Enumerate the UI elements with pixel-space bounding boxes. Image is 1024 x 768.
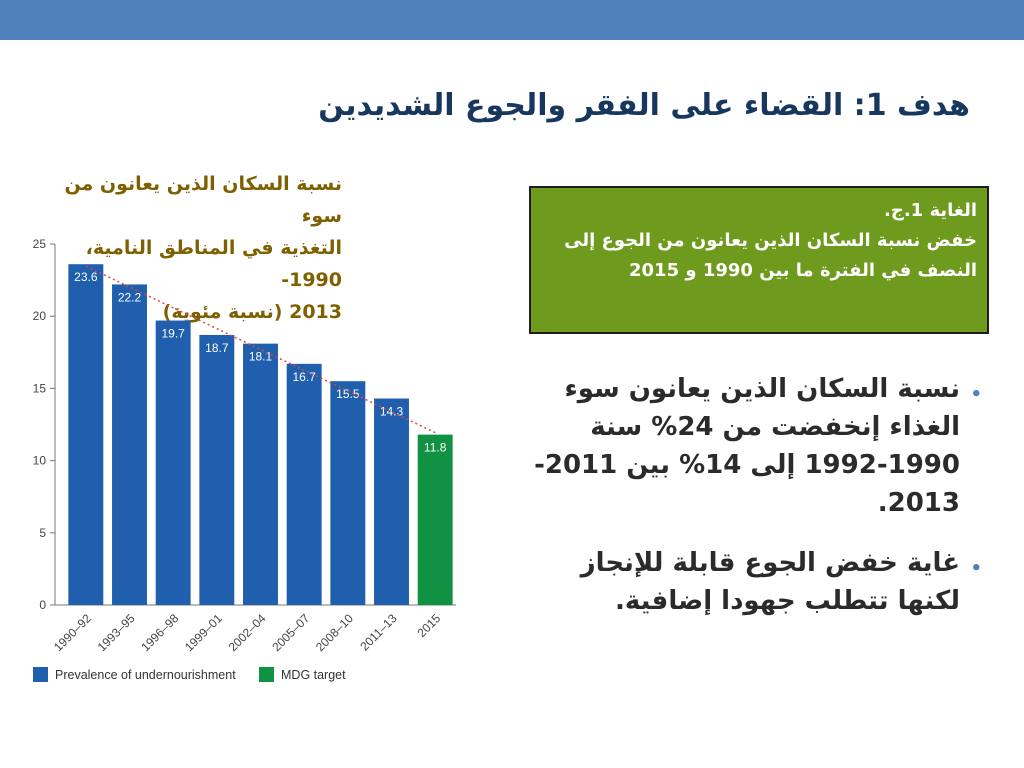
chart-caption: نسبة السكان الذين يعانون من سوء التغذية …: [30, 168, 342, 328]
chart-caption-line-3: 2013 (نسبة مئوية): [162, 301, 342, 323]
bar-value-label: 16.7: [292, 370, 316, 384]
bar-value-label: 18.7: [205, 341, 229, 355]
x-category-label: 1990–92: [51, 611, 94, 654]
y-tick-label: 25: [33, 237, 47, 251]
y-tick-label: 20: [33, 309, 47, 323]
x-category-label: 1996–98: [138, 611, 181, 654]
undernourishment-bar-chart: 0 5 10 15 20 25 23.6 1990–92 22.2 1993–95 19.7 1996…: [33, 237, 456, 654]
bar-2011–13: [374, 398, 409, 605]
legend-swatch-mdg-target: [259, 667, 274, 682]
bar-1999–01: [199, 334, 235, 605]
goal-target-box: الغاية 1.ج. خفض نسبة السكان الذين يعانون…: [529, 186, 989, 334]
bullet-text-1: نسبة السكان الذين يعانون سوء الغذاء إنخف…: [534, 374, 960, 518]
x-category-label: 1993–95: [95, 611, 138, 654]
bullet-item-1: • نسبة السكان الذين يعانون سوء الغذاء إن…: [530, 370, 982, 522]
legend-label-mdg-target: MDG target: [281, 668, 346, 682]
y-tick-label: 10: [33, 454, 47, 468]
bar-2005–07: [286, 363, 322, 605]
bar-1993–95: [112, 284, 147, 605]
y-tick-label: 0: [39, 598, 46, 612]
goal-target-line-2: خفض نسبة السكان الذين يعانون من الجوع إل…: [564, 230, 977, 251]
header-bar: [0, 0, 1024, 40]
bullet-dot-icon: •: [970, 384, 982, 405]
x-category-label: 2002–04: [226, 611, 269, 654]
y-tick-label: 5: [39, 526, 46, 540]
bar-value-label: 15.5: [336, 387, 360, 401]
bar-value-label: 23.6: [74, 270, 98, 284]
bar-2008–10: [330, 381, 366, 605]
x-category-label: 1999–01: [182, 611, 225, 654]
goal-target-line-1: الغاية 1.ج.: [884, 200, 977, 221]
bar-value-label: 18.1: [249, 350, 273, 364]
y-tick-label: 15: [33, 381, 47, 395]
goal-target-line-3: النصف في الفترة ما بين 1990 و 2015: [629, 260, 977, 281]
chart-caption-line-1: نسبة السكان الذين يعانون من سوء: [64, 173, 342, 227]
bullet-text-2: غاية خفض الجوع قابلة للإنجاز لكنها تتطلب…: [580, 548, 960, 616]
bar-2015: [417, 434, 453, 605]
bar-value-label: 22.2: [118, 290, 142, 304]
bullet-item-2: • غاية خفض الجوع قابلة للإنجاز لكنها تتط…: [530, 544, 982, 620]
chart-caption-line-2: التغذية في المناطق النامية، 1990-: [85, 237, 342, 291]
bar-value-label: 19.7: [161, 327, 185, 341]
bullet-dot-icon: •: [970, 558, 982, 579]
bar-2002–04: [243, 343, 278, 605]
x-category-label: 2015: [415, 611, 444, 640]
bar-value-label: 11.8: [424, 441, 447, 455]
bar-1996–98: [155, 320, 191, 605]
x-category-label: 2005–07: [269, 611, 312, 654]
x-category-label: 2011–13: [357, 611, 400, 654]
slide-title: هدف 1: القضاء على الفقر والجوع الشديدين: [318, 88, 970, 123]
x-category-label: 2008–10: [313, 611, 356, 654]
bar-1990–92: [68, 264, 104, 605]
legend-label-prevalence: Prevalence of undernourishment: [55, 668, 236, 682]
bar-value-label: 14.3: [380, 405, 404, 419]
bullet-list: • نسبة السكان الذين يعانون سوء الغذاء إن…: [530, 370, 982, 642]
legend-swatch-prevalence: [33, 667, 48, 682]
